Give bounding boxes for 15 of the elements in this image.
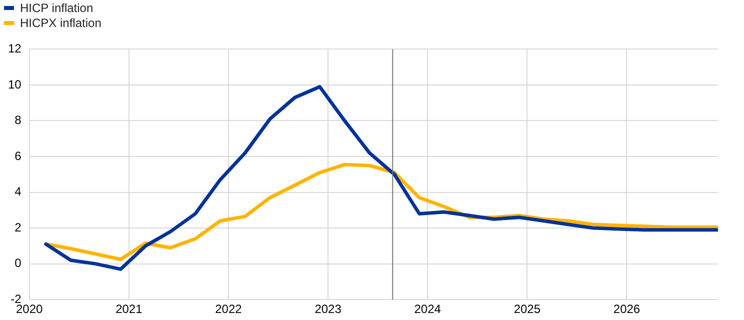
y-tick-label: 6 bbox=[14, 148, 22, 163]
y-tick-label: 8 bbox=[14, 113, 22, 128]
y-tick-label: 2 bbox=[14, 220, 22, 234]
x-tick-label: 2025 bbox=[514, 302, 541, 316]
y-tick-label: 4 bbox=[14, 184, 22, 199]
x-tick-label: 2024 bbox=[414, 302, 442, 316]
legend-label: HICP inflation bbox=[20, 0, 94, 14]
x-tick-label: 2022 bbox=[215, 302, 242, 316]
x-tick-label: 2026 bbox=[613, 302, 640, 316]
y-tick-label: 10 bbox=[8, 77, 22, 92]
x-tick-label: 2021 bbox=[116, 302, 143, 316]
x-tick-label: 2023 bbox=[314, 302, 342, 316]
legend-label: HICPX inflation bbox=[20, 16, 102, 30]
y-tick-label: 0 bbox=[14, 256, 22, 270]
y-tick-label: 12 bbox=[8, 42, 22, 56]
